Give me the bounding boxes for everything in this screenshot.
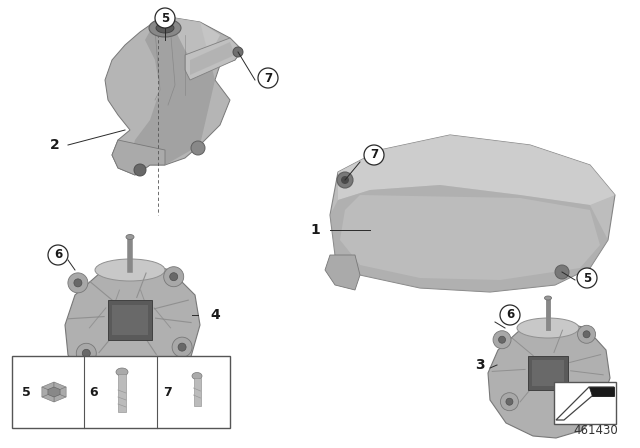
Ellipse shape <box>156 23 174 33</box>
Text: 6: 6 <box>54 249 62 262</box>
Polygon shape <box>330 135 615 292</box>
Circle shape <box>583 331 590 338</box>
Text: 2: 2 <box>50 138 60 152</box>
Ellipse shape <box>192 372 202 379</box>
Polygon shape <box>330 185 608 292</box>
Ellipse shape <box>116 368 128 376</box>
Polygon shape <box>65 260 200 395</box>
Circle shape <box>493 331 511 349</box>
Text: 7: 7 <box>370 148 378 161</box>
Circle shape <box>178 343 186 351</box>
Polygon shape <box>42 382 54 392</box>
Circle shape <box>591 393 598 400</box>
Polygon shape <box>528 356 568 390</box>
Bar <box>12 356 230 428</box>
Text: 461430: 461430 <box>573 423 618 436</box>
Polygon shape <box>108 300 152 340</box>
Polygon shape <box>532 360 564 386</box>
Circle shape <box>585 387 603 405</box>
Circle shape <box>170 273 178 281</box>
Polygon shape <box>54 382 66 392</box>
Polygon shape <box>42 392 54 402</box>
Circle shape <box>258 68 278 88</box>
Polygon shape <box>105 18 242 175</box>
Text: 3: 3 <box>475 358 485 372</box>
Circle shape <box>83 349 90 358</box>
Circle shape <box>499 336 506 343</box>
Polygon shape <box>42 387 54 397</box>
Circle shape <box>337 172 353 188</box>
Text: 5: 5 <box>22 385 30 399</box>
Polygon shape <box>190 42 235 75</box>
Circle shape <box>48 245 68 265</box>
Circle shape <box>233 47 243 57</box>
Circle shape <box>506 398 513 405</box>
Polygon shape <box>130 18 215 172</box>
Polygon shape <box>589 387 614 396</box>
Polygon shape <box>54 387 66 397</box>
Polygon shape <box>325 255 360 290</box>
Polygon shape <box>338 135 615 205</box>
Ellipse shape <box>95 259 165 281</box>
Polygon shape <box>112 140 165 175</box>
Ellipse shape <box>126 234 134 240</box>
Circle shape <box>364 145 384 165</box>
Bar <box>118 374 126 412</box>
Circle shape <box>577 325 596 343</box>
Polygon shape <box>175 18 220 65</box>
Text: 5: 5 <box>583 271 591 284</box>
Polygon shape <box>340 195 600 280</box>
Ellipse shape <box>545 296 552 300</box>
Circle shape <box>74 279 82 287</box>
Text: 1: 1 <box>310 223 320 237</box>
Circle shape <box>500 393 518 411</box>
Polygon shape <box>112 305 148 335</box>
Text: 6: 6 <box>90 385 99 399</box>
Circle shape <box>155 8 175 28</box>
Circle shape <box>500 305 520 325</box>
Polygon shape <box>185 38 242 80</box>
Circle shape <box>191 141 205 155</box>
Circle shape <box>555 265 569 279</box>
Ellipse shape <box>517 318 579 338</box>
Polygon shape <box>488 318 610 438</box>
Text: 7: 7 <box>163 385 172 399</box>
Bar <box>554 382 616 424</box>
Circle shape <box>577 268 597 288</box>
Circle shape <box>76 343 96 363</box>
Text: 6: 6 <box>506 309 514 322</box>
Bar <box>193 378 200 406</box>
Text: 4: 4 <box>210 308 220 322</box>
Ellipse shape <box>149 19 181 37</box>
Circle shape <box>172 337 192 357</box>
Text: 5: 5 <box>161 12 169 25</box>
Circle shape <box>68 273 88 293</box>
Circle shape <box>134 164 146 176</box>
Text: 7: 7 <box>264 72 272 85</box>
Circle shape <box>341 176 349 184</box>
Circle shape <box>164 267 184 287</box>
Polygon shape <box>54 392 66 402</box>
Polygon shape <box>48 387 60 397</box>
